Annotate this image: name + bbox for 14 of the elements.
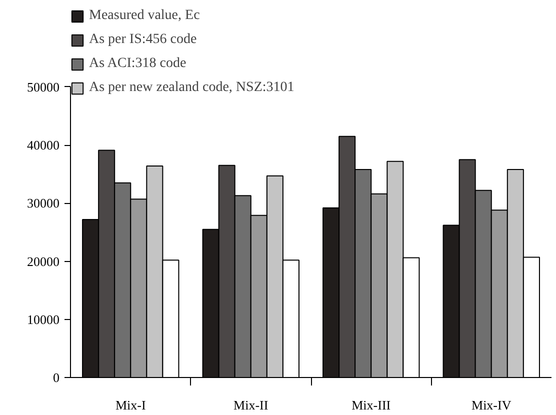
y-tick-label: 40000 bbox=[27, 138, 60, 153]
x-tick-label: Mix-I bbox=[115, 398, 146, 412]
legend-label: Measured value, Ec bbox=[89, 8, 200, 24]
y-tick-label: 30000 bbox=[27, 196, 60, 211]
legend-label: As per IS:456 code bbox=[89, 32, 197, 48]
x-tick-label: Mix-II bbox=[234, 398, 268, 412]
y-tick-label: 0 bbox=[53, 370, 60, 385]
y-tick-label: 50000 bbox=[27, 79, 60, 94]
legend-label: As ACI:318 code bbox=[89, 56, 186, 72]
x-tick-label: Mix-III bbox=[352, 398, 391, 412]
y-tick-label: 20000 bbox=[27, 254, 60, 269]
legend-label: As per new zealand code, NSZ:3101 bbox=[89, 80, 294, 96]
y-tick-label: 10000 bbox=[27, 312, 60, 327]
x-tick-label: Mix-IV bbox=[472, 398, 512, 412]
